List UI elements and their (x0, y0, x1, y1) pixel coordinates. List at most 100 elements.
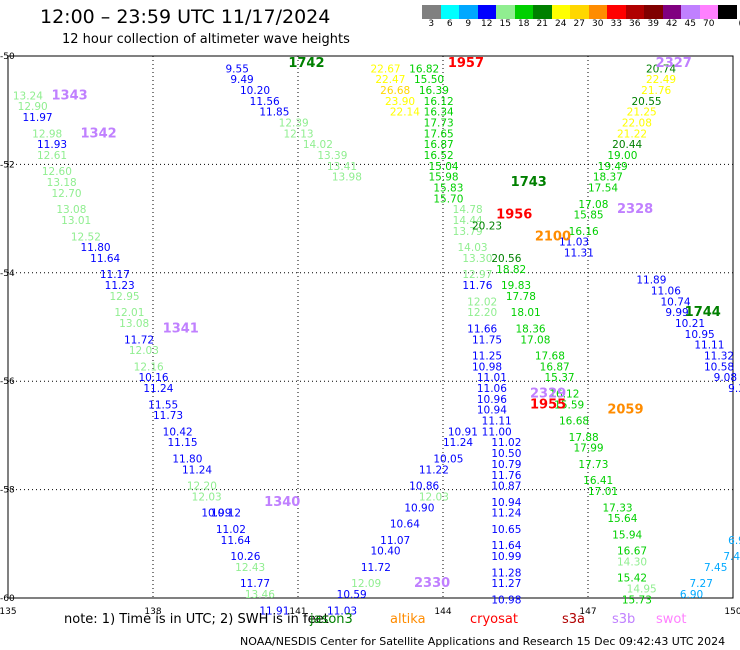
wave-height-label: 13.18 (47, 177, 77, 189)
scale-swatch (422, 5, 441, 19)
wave-height-label: 10.94 (491, 497, 521, 509)
track-id-label: 2328 (617, 202, 653, 217)
wave-height-label: 11.72 (124, 334, 154, 346)
wave-height-label: 15.85 (574, 210, 604, 222)
wave-height-label: 16.41 (583, 475, 613, 487)
wave-height-label: 11.73 (153, 410, 183, 422)
wave-height-label: 11.22 (419, 464, 449, 476)
x-tick-label: 147 (579, 607, 596, 617)
wave-height-label: 17.73 (424, 117, 454, 129)
wave-height-label: 17.54 (588, 183, 618, 195)
wave-height-label: 15.98 (429, 172, 459, 184)
wave-height-label: 9.30 (728, 383, 740, 395)
wave-height-label: 11.97 (23, 112, 53, 124)
wave-height-label: 21.76 (641, 85, 671, 97)
wave-height-label: 13.01 (61, 215, 91, 227)
wave-height-label: 10.58 (704, 361, 734, 373)
plot-frame (7, 55, 734, 599)
wave-height-label: 10.90 (404, 502, 434, 514)
wave-height-label: 11.17 (100, 269, 130, 281)
track-id-label: 2329 (530, 386, 566, 401)
wave-height-label: 12.43 (235, 562, 265, 574)
wave-height-label: 7.45 (704, 562, 727, 574)
wave-height-label: 16.39 (419, 85, 449, 97)
wave-height-label: 13.39 (317, 150, 347, 162)
legend-item-s3b: s3b (612, 612, 636, 627)
wave-height-label: 16.34 (424, 107, 454, 119)
scale-swatch (588, 5, 607, 19)
wave-height-label: 22.49 (646, 74, 676, 86)
wave-height-label: 17.99 (574, 443, 604, 455)
y-tick-label: -52 (0, 160, 15, 170)
wave-height-label: 17.65 (424, 128, 454, 140)
track-id-label: 1744 (685, 305, 721, 320)
scale-label: 45 (684, 19, 696, 29)
wave-height-label: 11.25 (472, 351, 502, 363)
wave-height-label: 11.91 (259, 605, 289, 617)
wave-height-label: 16.67 (617, 546, 647, 558)
wave-height-label: 22.47 (375, 74, 405, 86)
track-id-label: 1743 (511, 175, 547, 190)
wave-height-label: 17.78 (506, 291, 536, 303)
wave-height-label: 10.87 (491, 481, 521, 493)
wave-height-label: 10.40 (371, 546, 401, 558)
wave-height-label: 13.08 (56, 204, 86, 216)
wave-height-label: 15.42 (617, 573, 647, 585)
wave-height-label: 10.26 (230, 551, 260, 563)
wave-height-label: 17.68 (535, 351, 565, 363)
wave-height-label: 10.21 (675, 318, 705, 330)
wave-height-label: 12.52 (71, 231, 101, 243)
scale-swatch (570, 5, 589, 19)
scale-swatch (699, 5, 718, 19)
wave-height-label: 12.03 (192, 491, 222, 503)
wave-height-label: 11.01 (477, 372, 507, 384)
x-tick-label: 141 (289, 607, 306, 617)
wave-height-label: 11.72 (361, 562, 391, 574)
wave-height-label: 17.73 (578, 459, 608, 471)
wave-height-label: 11.55 (148, 399, 178, 411)
wave-height-label: 13.08 (119, 318, 149, 330)
track-id-label: 2100 (535, 229, 571, 244)
wave-height-label: 12.13 (284, 128, 314, 140)
wave-height-label: 10.16 (139, 372, 169, 384)
track-id-label: 1957 (448, 56, 484, 71)
wave-height-label: 10.74 (661, 296, 691, 308)
wave-height-label: 16.16 (569, 226, 599, 238)
scale-label: 42 (666, 19, 678, 29)
wave-height-label: 11.27 (491, 578, 521, 590)
wave-height-label: 12.20 (467, 307, 497, 319)
wave-height-label: 16.87 (540, 361, 570, 373)
wave-height-label: 10.05 (433, 454, 463, 466)
wave-height-label: 10.20 (240, 85, 270, 97)
wave-height-label: 11.93 (37, 139, 67, 151)
track-id-label: 2327 (656, 56, 692, 71)
wave-height-label: 7.27 (690, 578, 713, 590)
footer-credit: NOAA/NESDIS Center for Satellite Applica… (240, 635, 726, 648)
scale-label: 30 (592, 19, 604, 29)
scale-swatch (551, 5, 570, 19)
wave-height-label: 11.32 (704, 351, 734, 363)
wave-height-label: 11.06 (651, 285, 681, 297)
wave-height-label: 10.50 (491, 448, 521, 460)
wave-height-label: 16.87 (424, 139, 454, 151)
wave-height-label: 11.06 (477, 383, 507, 395)
track-id-label: 1955 (530, 397, 566, 412)
wave-height-label: 10.59 (337, 589, 367, 601)
scale-swatch (459, 5, 478, 19)
wave-height-label: 12.97 (462, 269, 492, 281)
wave-height-label: 20.44 (612, 139, 642, 151)
scale-label: 36 (629, 19, 641, 29)
wave-height-label: 11.24 (182, 464, 212, 476)
scale-swatch (496, 5, 515, 19)
wave-height-label: 13.79 (453, 226, 483, 238)
wave-height-label: 16.68 (559, 416, 589, 428)
wave-height-label: 15.94 (612, 529, 642, 541)
track-id-label: 1742 (288, 56, 324, 71)
wave-height-label: 17.33 (603, 502, 633, 514)
y-tick-label: -54 (0, 269, 15, 279)
wave-height-label: 11.64 (221, 535, 251, 547)
wave-height-label: 11.11 (482, 416, 512, 428)
wave-height-label: 11.24 (443, 437, 473, 449)
wave-height-label: 15.59 (554, 399, 584, 411)
wave-height-label: 14.02 (303, 139, 333, 151)
